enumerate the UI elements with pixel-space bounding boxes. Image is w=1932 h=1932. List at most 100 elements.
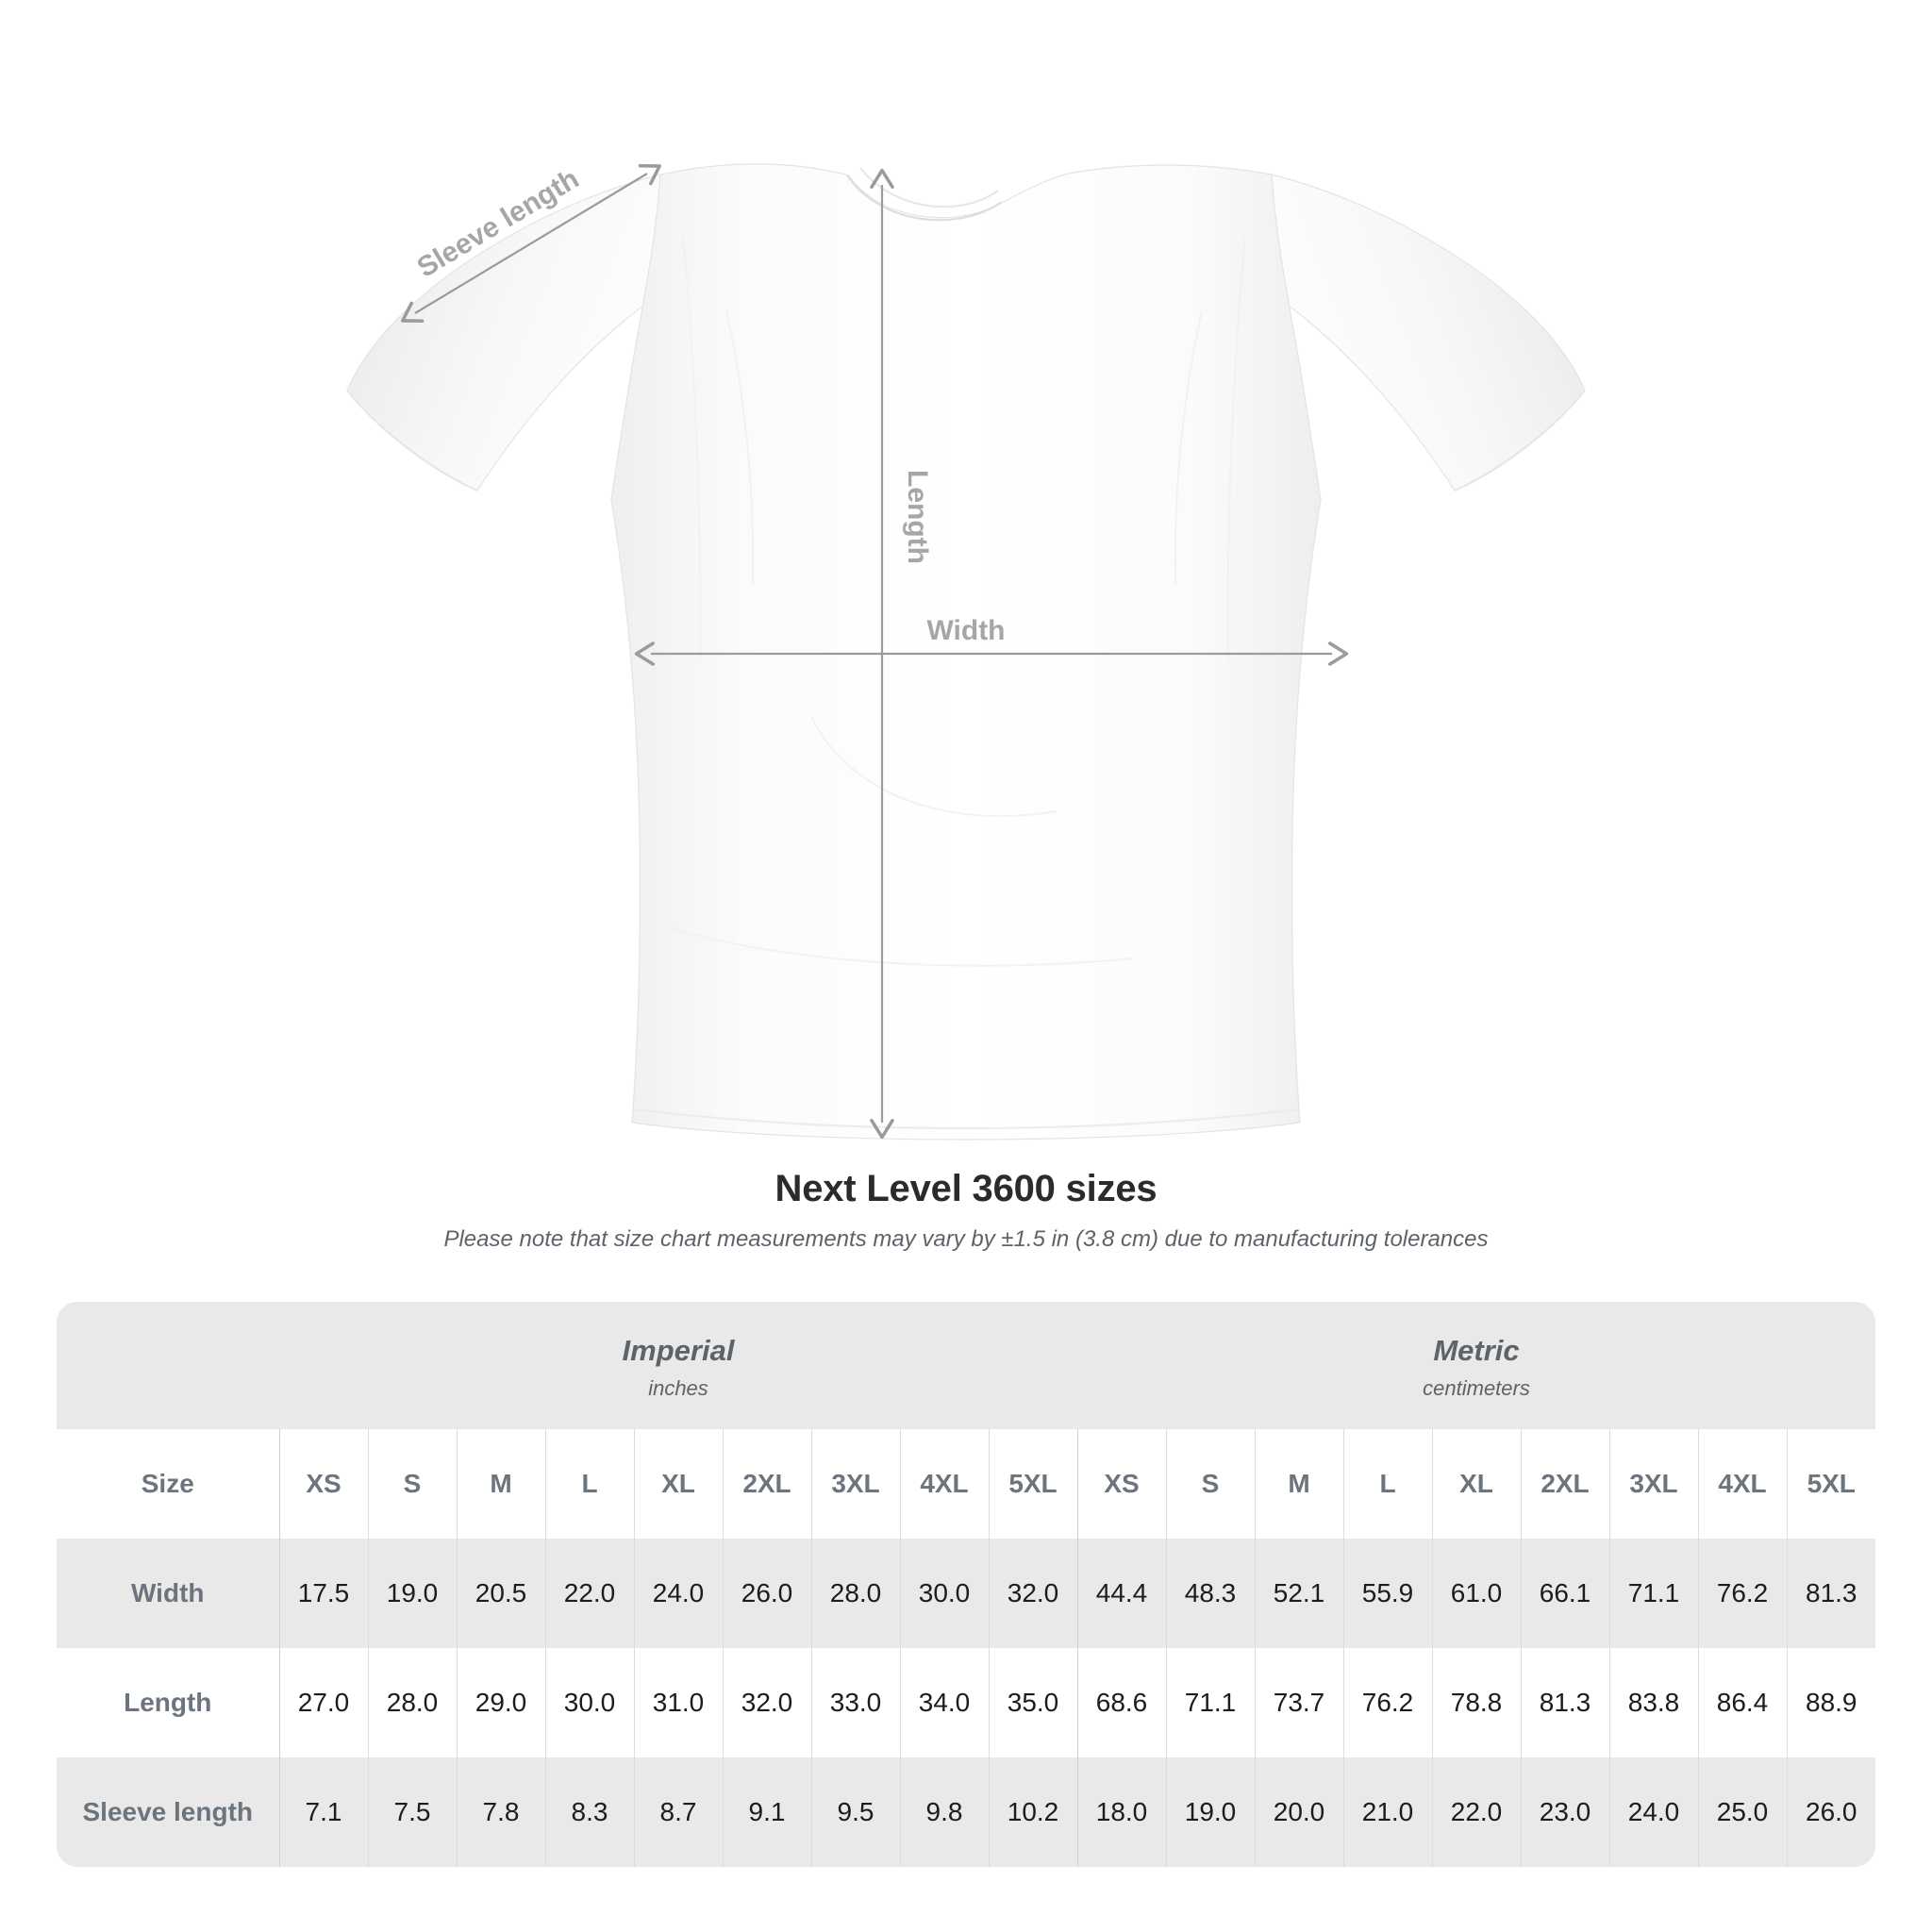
cell-value: 19.0 xyxy=(367,1539,457,1648)
hem xyxy=(633,1108,1299,1130)
cell-value: 27.0 xyxy=(278,1648,368,1757)
cell-value: 88.9 xyxy=(1786,1648,1875,1757)
unit-name: Metric xyxy=(1433,1334,1520,1367)
cell-value: 83.8 xyxy=(1608,1648,1698,1757)
cell-value: 35.0 xyxy=(988,1648,1077,1757)
cell-value: 23.0 xyxy=(1520,1757,1609,1867)
cell-value: 26.0 xyxy=(1786,1757,1875,1867)
tshirt-illustration xyxy=(346,163,1586,1141)
size-table-container: Imperial inches Metric centimeters Size XS S M L… xyxy=(57,1302,1875,1867)
cell-value: 71.1 xyxy=(1165,1648,1255,1757)
size-header-row: Size XS S M L XL 2XL 3XL 4XL 5XL XS S M L XL 2XL 3XL 4XL 5… xyxy=(57,1429,1875,1539)
column-header-metric-2xl: 2XL xyxy=(1520,1429,1609,1539)
cell-value: 68.6 xyxy=(1076,1648,1166,1757)
cell-value: 8.7 xyxy=(633,1757,723,1867)
cell-value: 9.8 xyxy=(899,1757,989,1867)
column-header-metric-m: M xyxy=(1254,1429,1343,1539)
column-header-metric-xs: XS xyxy=(1076,1429,1166,1539)
table-row: Sleeve length 7.1 7.5 7.8 8.3 8.7 9.1 9.5 9.8 10.… xyxy=(57,1757,1875,1867)
row-label-length: Length xyxy=(57,1648,279,1757)
column-header-metric-3xl: 3XL xyxy=(1608,1429,1698,1539)
column-header-imperial-5xl: 5XL xyxy=(988,1429,1077,1539)
tolerance-note: Please note that size chart measurements… xyxy=(443,1226,1489,1252)
cell-value: 24.0 xyxy=(633,1539,723,1648)
chart-heading: Next Level 3600 sizes Please note that s… xyxy=(0,1168,1932,1253)
size-table: Imperial inches Metric centimeters Size XS S M L… xyxy=(57,1302,1875,1867)
column-header-metric-5xl: 5XL xyxy=(1786,1429,1875,1539)
unit-subtitle: inches xyxy=(648,1376,708,1400)
cell-value: 55.9 xyxy=(1342,1539,1432,1648)
tshirt-body xyxy=(610,163,1322,1141)
cell-value: 26.0 xyxy=(722,1539,811,1648)
cell-value: 78.8 xyxy=(1431,1648,1521,1757)
unit-header-spacer xyxy=(57,1302,279,1429)
cell-value: 30.0 xyxy=(544,1648,634,1757)
width-annotation: Width xyxy=(634,615,1349,666)
cell-value: 76.2 xyxy=(1697,1539,1787,1648)
cell-value: 32.0 xyxy=(988,1539,1077,1648)
cell-value: 19.0 xyxy=(1165,1757,1255,1867)
cell-value: 22.0 xyxy=(1431,1757,1521,1867)
row-label-width: Width xyxy=(57,1539,279,1648)
cell-value: 86.4 xyxy=(1697,1648,1787,1757)
table-row: Width 17.5 19.0 20.5 22.0 24.0 26.0 28.0 30.0 32.… xyxy=(57,1539,1875,1648)
cell-value: 81.3 xyxy=(1786,1539,1875,1648)
cell-value: 7.1 xyxy=(278,1757,368,1867)
cell-value: 73.7 xyxy=(1254,1648,1343,1757)
tshirt-measurement-diagram: Sleeve length Length Width xyxy=(346,163,1586,1141)
column-header-imperial-4xl: 4XL xyxy=(899,1429,989,1539)
cell-value: 28.0 xyxy=(810,1539,900,1648)
cell-value: 32.0 xyxy=(722,1648,811,1757)
cell-value: 24.0 xyxy=(1608,1757,1698,1867)
right-sleeve-hem xyxy=(1454,390,1586,491)
column-header-metric-l: L xyxy=(1342,1429,1432,1539)
page-title: Next Level 3600 sizes xyxy=(774,1168,1158,1209)
cell-value: 7.5 xyxy=(367,1757,457,1867)
row-label-sleeve-length: Sleeve length xyxy=(57,1757,279,1867)
cell-value: 28.0 xyxy=(367,1648,457,1757)
cell-value: 7.8 xyxy=(456,1757,545,1867)
collar xyxy=(846,175,1003,222)
width-label: Width xyxy=(926,615,1005,646)
cell-value: 21.0 xyxy=(1342,1757,1432,1867)
column-header-metric-s: S xyxy=(1165,1429,1255,1539)
column-header-metric-4xl: 4XL xyxy=(1697,1429,1787,1539)
column-header-imperial-s: S xyxy=(367,1429,457,1539)
cell-value: 52.1 xyxy=(1254,1539,1343,1648)
cell-value: 44.4 xyxy=(1076,1539,1166,1648)
cell-value: 61.0 xyxy=(1431,1539,1521,1648)
cell-value: 48.3 xyxy=(1165,1539,1255,1648)
cell-value: 25.0 xyxy=(1697,1757,1787,1867)
column-header-imperial-l: L xyxy=(544,1429,634,1539)
cell-value: 8.3 xyxy=(544,1757,634,1867)
table-row: Length 27.0 28.0 29.0 30.0 31.0 32.0 33.0 34.0 35… xyxy=(57,1648,1875,1757)
unit-header-metric: Metric centimeters xyxy=(1077,1302,1875,1429)
cell-value: 22.0 xyxy=(544,1539,634,1648)
column-header-imperial-xl: XL xyxy=(633,1429,723,1539)
column-header-metric-xl: XL xyxy=(1431,1429,1521,1539)
length-label: Length xyxy=(902,470,933,564)
column-header-imperial-m: M xyxy=(456,1429,545,1539)
cell-value: 76.2 xyxy=(1342,1648,1432,1757)
size-label-cell: Size xyxy=(57,1429,279,1539)
cell-value: 29.0 xyxy=(456,1648,545,1757)
cell-value: 81.3 xyxy=(1520,1648,1609,1757)
cell-value: 18.0 xyxy=(1076,1757,1166,1867)
right-sleeve xyxy=(1271,174,1586,491)
cell-value: 71.1 xyxy=(1608,1539,1698,1648)
left-sleeve-hem xyxy=(346,390,478,491)
fabric-folds xyxy=(659,235,1246,967)
cell-value: 9.1 xyxy=(722,1757,811,1867)
sleeve-length-arrow xyxy=(401,163,661,324)
cell-value: 34.0 xyxy=(899,1648,989,1757)
unit-header-imperial: Imperial inches xyxy=(279,1302,1077,1429)
cell-value: 10.2 xyxy=(988,1757,1077,1867)
cell-value: 31.0 xyxy=(633,1648,723,1757)
cell-value: 20.0 xyxy=(1254,1757,1343,1867)
column-header-imperial-3xl: 3XL xyxy=(810,1429,900,1539)
unit-name: Imperial xyxy=(622,1334,735,1367)
cell-value: 9.5 xyxy=(810,1757,900,1867)
column-header-imperial-2xl: 2XL xyxy=(722,1429,811,1539)
cell-value: 20.5 xyxy=(456,1539,545,1648)
